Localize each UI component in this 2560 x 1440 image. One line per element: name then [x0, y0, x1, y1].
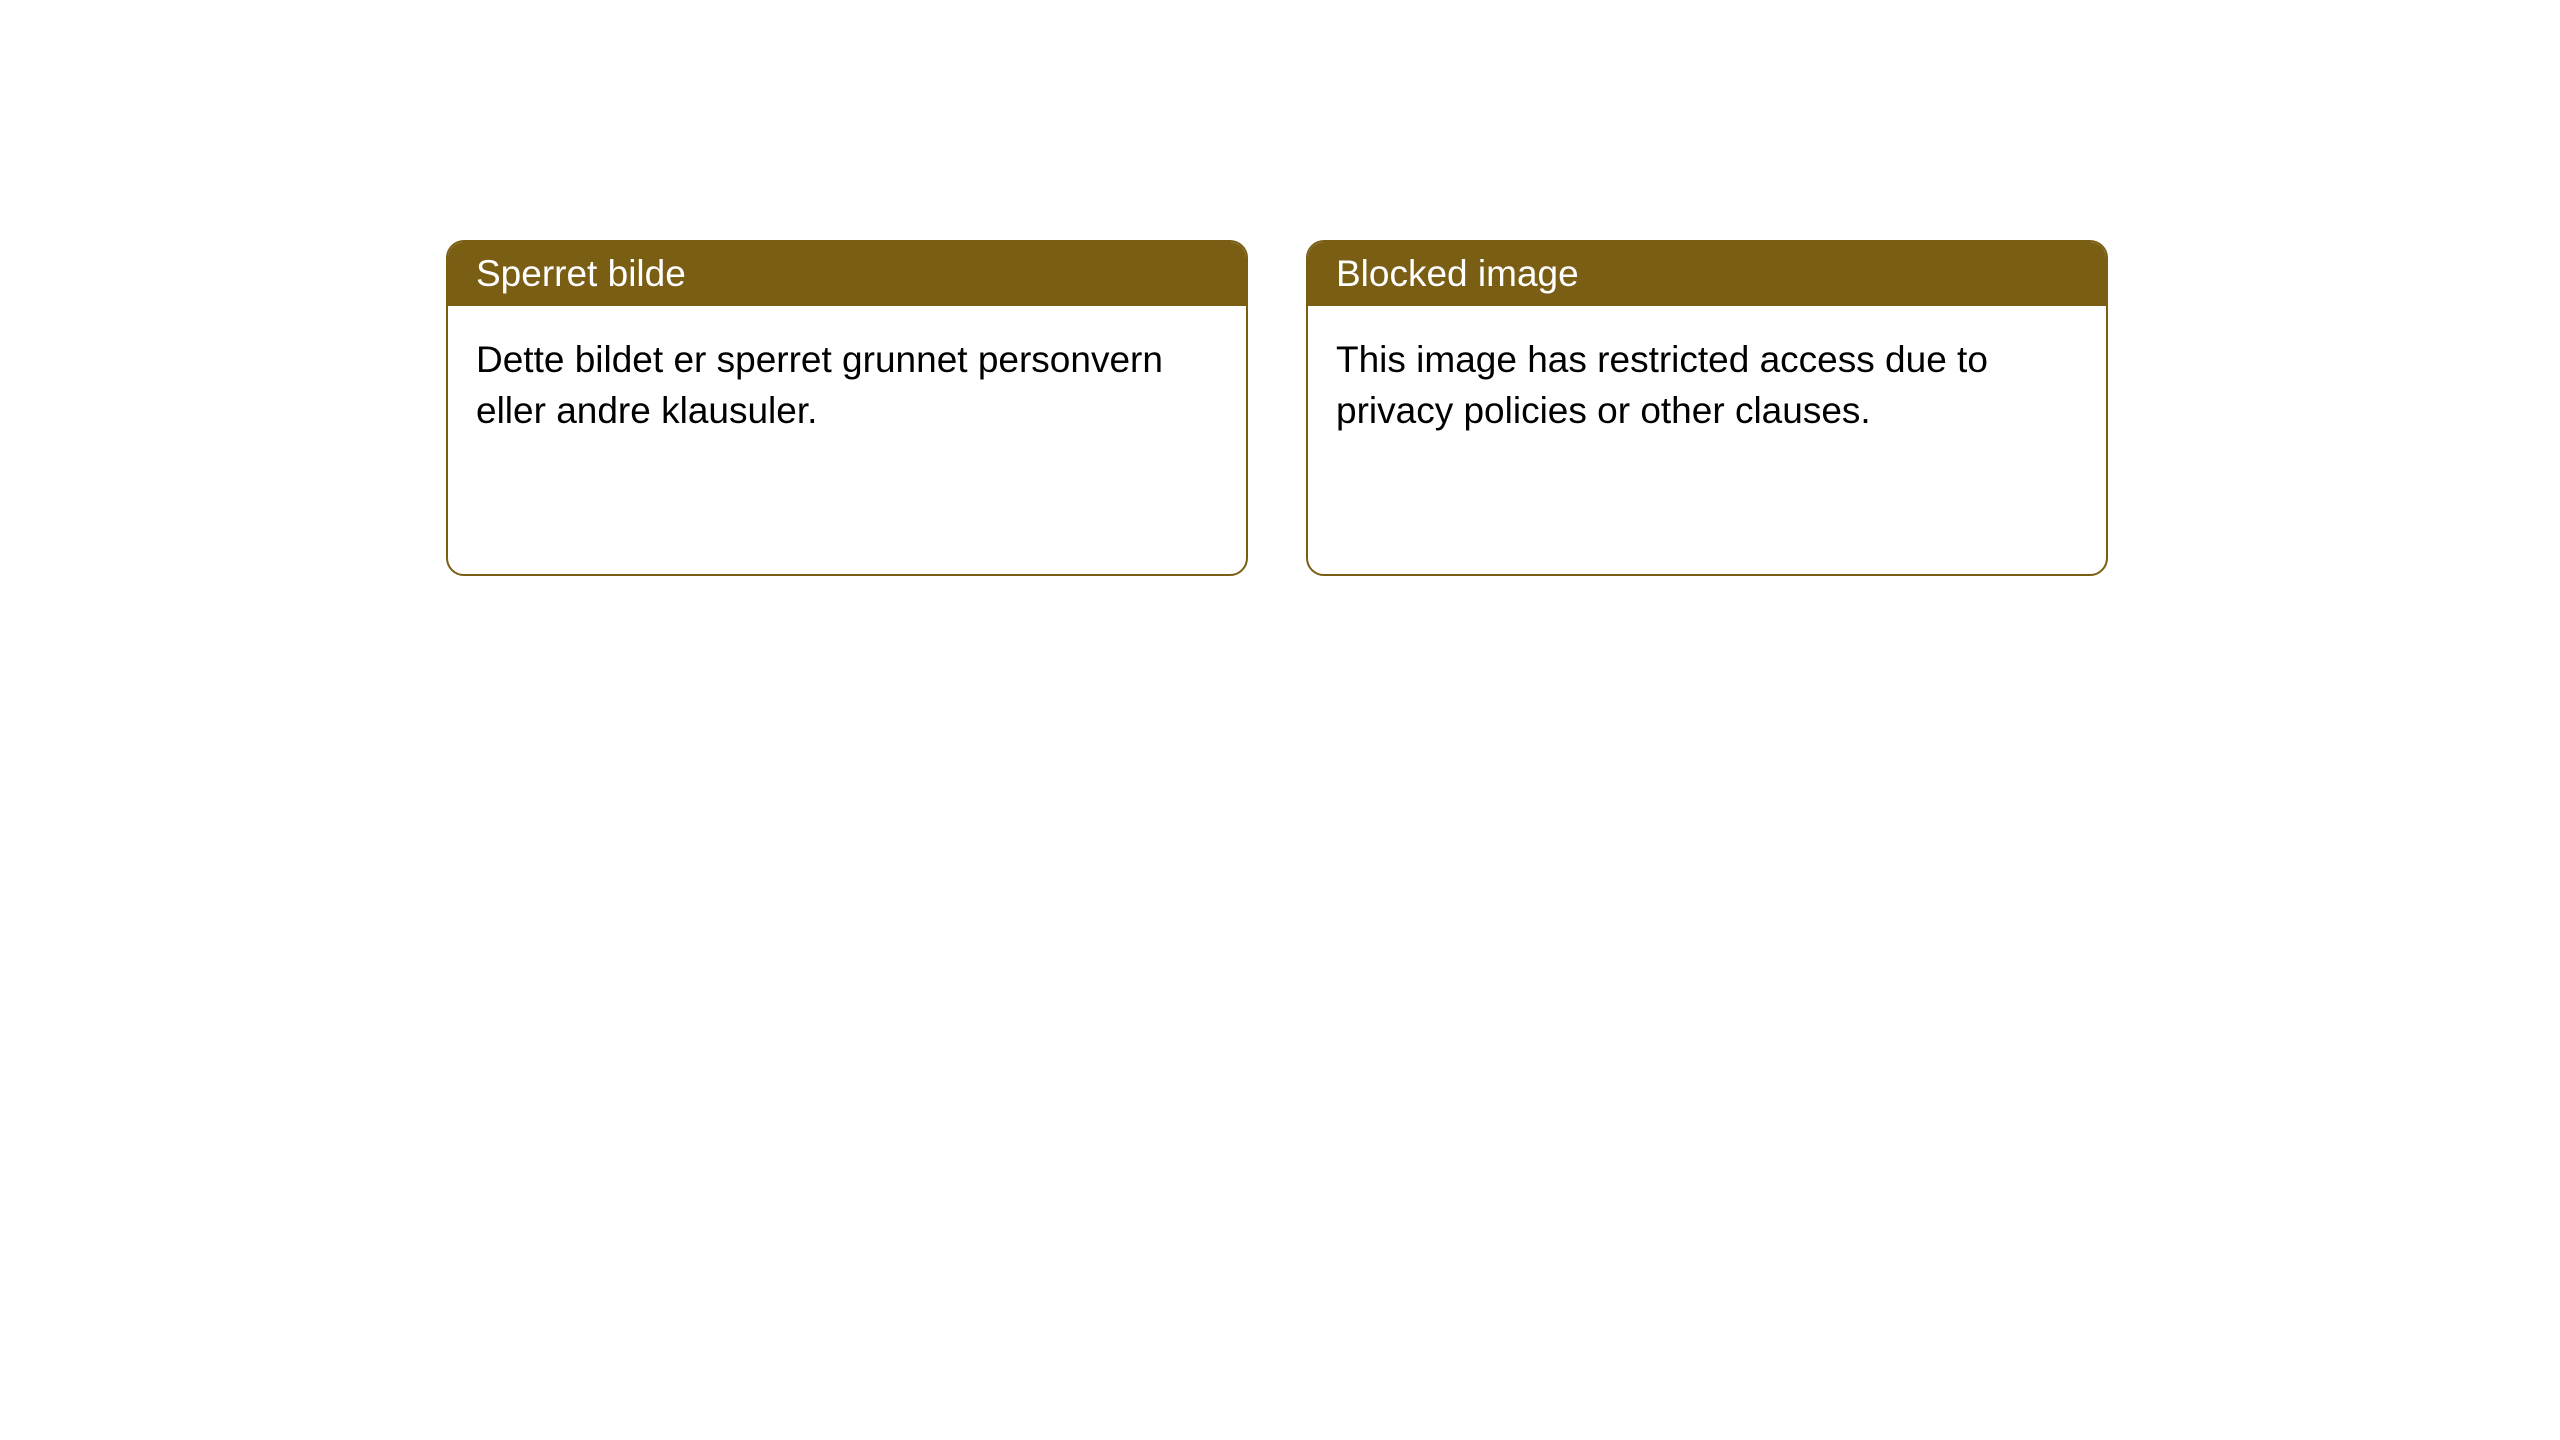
notice-text-english: This image has restricted access due to … — [1336, 339, 1988, 431]
notice-box-norwegian: Sperret bilde Dette bildet er sperret gr… — [446, 240, 1248, 576]
notice-body-english: This image has restricted access due to … — [1308, 306, 2106, 574]
notice-text-norwegian: Dette bildet er sperret grunnet personve… — [476, 339, 1163, 431]
notice-title-norwegian: Sperret bilde — [476, 253, 686, 294]
notice-header-english: Blocked image — [1308, 242, 2106, 306]
notice-body-norwegian: Dette bildet er sperret grunnet personve… — [448, 306, 1246, 574]
notice-header-norwegian: Sperret bilde — [448, 242, 1246, 306]
notice-container: Sperret bilde Dette bildet er sperret gr… — [446, 240, 2108, 576]
notice-box-english: Blocked image This image has restricted … — [1306, 240, 2108, 576]
notice-title-english: Blocked image — [1336, 253, 1579, 294]
